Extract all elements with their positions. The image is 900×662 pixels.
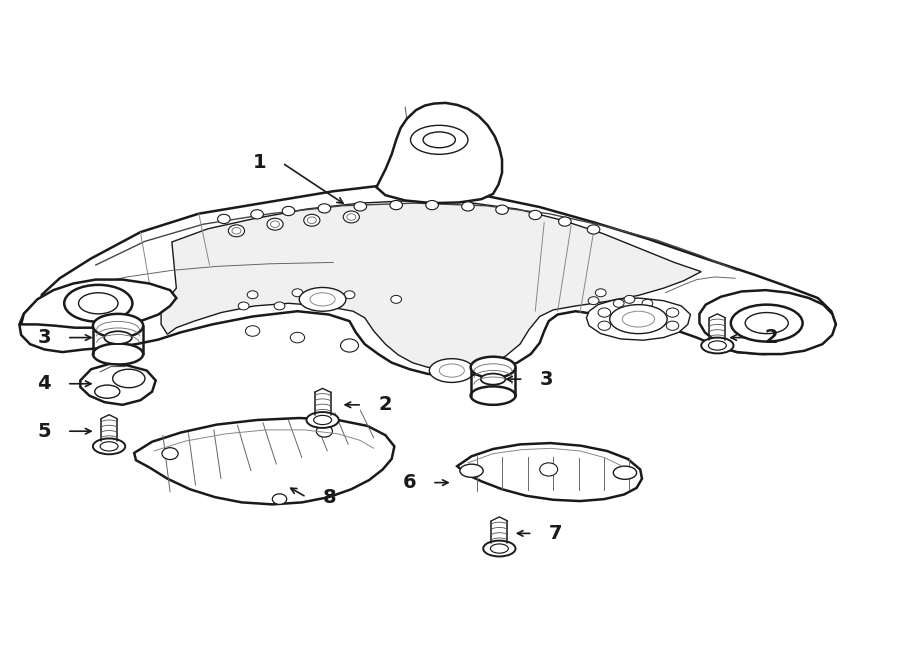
Circle shape [238,302,249,310]
Circle shape [598,321,610,330]
Ellipse shape [112,369,145,388]
Ellipse shape [78,293,118,314]
Ellipse shape [439,364,464,377]
Circle shape [344,291,355,299]
Circle shape [624,295,634,303]
Circle shape [267,218,284,230]
Circle shape [343,211,359,223]
Circle shape [354,202,366,211]
Ellipse shape [622,311,654,327]
Text: 8: 8 [322,488,337,506]
Circle shape [274,302,285,310]
Circle shape [540,463,558,476]
Ellipse shape [701,338,734,354]
Text: 6: 6 [402,473,416,492]
Circle shape [292,289,303,297]
Circle shape [642,299,652,307]
Circle shape [304,214,320,226]
Circle shape [346,214,356,220]
Circle shape [589,297,598,305]
Circle shape [251,210,264,219]
Circle shape [229,225,245,237]
Polygon shape [161,201,701,369]
Polygon shape [80,364,156,405]
Ellipse shape [491,544,508,553]
Text: 2: 2 [764,328,778,347]
Circle shape [613,299,624,307]
Circle shape [596,289,606,297]
Polygon shape [587,298,690,340]
Text: 4: 4 [37,374,50,393]
Ellipse shape [410,125,468,154]
Ellipse shape [613,466,636,479]
Circle shape [588,225,599,234]
Circle shape [559,217,572,226]
Circle shape [666,308,679,317]
Circle shape [598,308,610,317]
Ellipse shape [483,541,516,557]
Ellipse shape [481,373,506,385]
Ellipse shape [429,359,474,383]
Ellipse shape [471,387,516,405]
Ellipse shape [93,314,143,338]
Ellipse shape [104,331,131,344]
Circle shape [529,211,542,220]
Text: 5: 5 [37,422,50,441]
Ellipse shape [93,344,143,365]
Circle shape [273,494,287,504]
Ellipse shape [64,285,132,322]
Ellipse shape [460,464,483,477]
Ellipse shape [310,293,335,306]
Text: 3: 3 [540,369,554,389]
Text: 1: 1 [252,154,266,172]
Polygon shape [457,443,642,501]
Ellipse shape [93,438,125,454]
Circle shape [291,332,304,343]
Ellipse shape [94,385,120,399]
Circle shape [316,425,332,437]
Polygon shape [699,290,836,354]
Circle shape [328,299,338,307]
Circle shape [391,295,401,303]
Polygon shape [134,418,394,504]
Circle shape [271,221,280,228]
Circle shape [340,339,358,352]
Circle shape [218,214,230,224]
Ellipse shape [100,442,118,451]
Circle shape [246,326,260,336]
Ellipse shape [471,357,516,378]
Text: 2: 2 [378,395,392,414]
Circle shape [248,291,258,299]
Ellipse shape [745,312,788,334]
Ellipse shape [313,415,331,424]
Circle shape [283,207,295,216]
Circle shape [390,201,402,210]
Ellipse shape [306,412,338,428]
Circle shape [496,205,508,214]
Circle shape [162,448,178,459]
Polygon shape [376,103,502,203]
Circle shape [462,202,474,211]
Ellipse shape [708,341,726,350]
Circle shape [666,321,679,330]
Polygon shape [21,279,176,328]
Ellipse shape [300,287,346,311]
Ellipse shape [731,305,803,342]
Polygon shape [19,186,836,376]
Circle shape [232,228,241,234]
Circle shape [307,217,316,224]
Text: 3: 3 [37,328,50,347]
Text: 7: 7 [549,524,562,543]
Ellipse shape [609,305,667,334]
Circle shape [318,204,330,213]
Circle shape [426,201,438,210]
Ellipse shape [423,132,455,148]
